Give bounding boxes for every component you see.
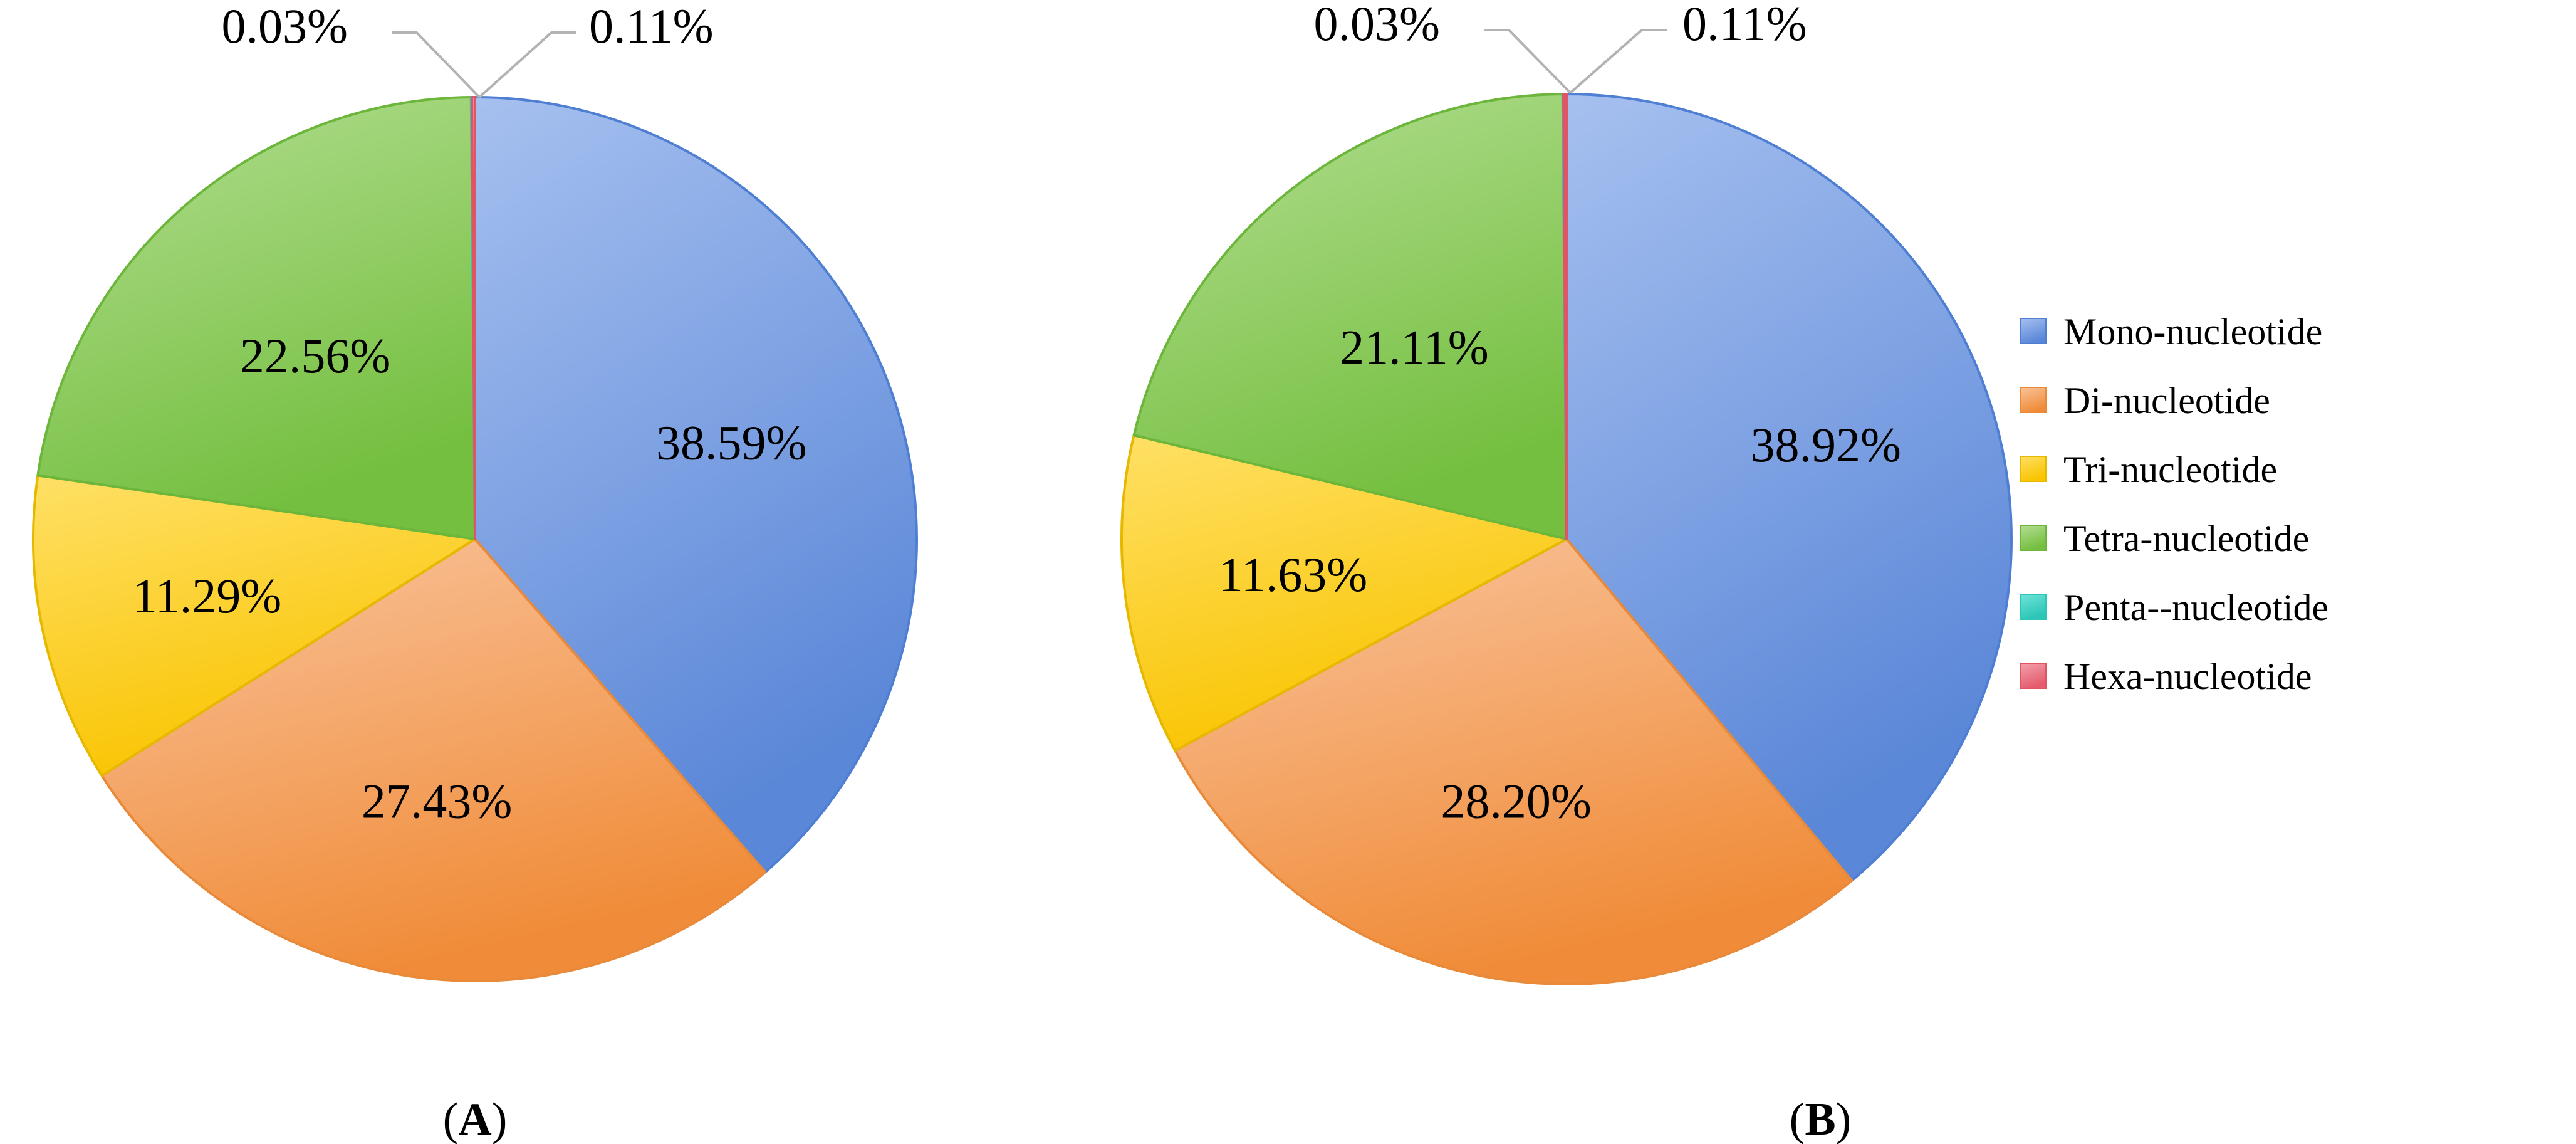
pie-slice-tetra-nucleotide	[36, 96, 476, 540]
data-label-penta-nucleotide: 0.03%	[1314, 0, 1440, 51]
legend: Mono-nucleotide Di-nucleotide Tri-nucleoti…	[2020, 311, 2328, 697]
panel-label-b: (B)	[1790, 1094, 1852, 1144]
legend-label-penta-nucleotide: Penta--nucleotide	[2063, 587, 2328, 628]
data-label-mono-nucleotide: 38.59%	[656, 416, 806, 470]
legend-label-di-nucleotide: Di-nucleotide	[2063, 380, 2270, 421]
data-label-tri-nucleotide: 11.29%	[133, 569, 282, 623]
pie-chart-b: 38.92% 28.20% 11.63% 21.11% 0.03% 0.11%	[1120, 0, 2013, 985]
callout-line-penta-nucleotide	[392, 31, 481, 98]
data-label-hexa-nucleotide: 0.11%	[1682, 0, 1807, 51]
pie-slice-tetra-nucleotide	[1132, 93, 1568, 540]
legend-swatch-di-nucleotide	[2020, 387, 2047, 413]
data-label-tetra-nucleotide: 22.56%	[240, 328, 390, 383]
legend-swatch-penta-nucleotide	[2020, 594, 2047, 620]
legend-item-tetra-nucleotide: Tetra-nucleotide	[2020, 518, 2309, 559]
legend-item-mono-nucleotide: Mono-nucleotide	[2020, 311, 2322, 352]
pie-slice-di-nucleotide	[1174, 538, 1854, 985]
data-label-penta-nucleotide: 0.03%	[222, 0, 348, 53]
legend-item-di-nucleotide: Di-nucleotide	[2020, 380, 2270, 421]
pie-slice-hexa-nucleotide	[1562, 93, 1568, 540]
data-label-di-nucleotide: 28.20%	[1441, 774, 1591, 828]
legend-label-hexa-nucleotide: Hexa-nucleotide	[2063, 656, 2312, 697]
callout-line-penta-nucleotide	[1484, 29, 1572, 94]
pie-slice-di-nucleotide	[100, 538, 767, 982]
legend-item-penta-nucleotide: Penta--nucleotide	[2020, 587, 2328, 628]
callout-line-hexa-nucleotide	[1569, 29, 1667, 94]
legend-swatch-tetra-nucleotide	[2020, 525, 2047, 551]
pie-slice-tri-nucleotide	[32, 474, 476, 777]
legend-item-tri-nucleotide: Tri-nucleotide	[2020, 449, 2277, 490]
pie-slice-mono-nucleotide	[1565, 93, 2013, 882]
pie-slice-hexa-nucleotide	[471, 96, 476, 540]
legend-swatch-hexa-nucleotide	[2020, 663, 2047, 689]
panel-label-a: (A)	[443, 1094, 508, 1144]
legend-label-tetra-nucleotide: Tetra-nucleotide	[2063, 518, 2309, 559]
data-label-di-nucleotide: 27.43%	[362, 774, 512, 829]
legend-swatch-tri-nucleotide	[2020, 456, 2047, 482]
data-label-hexa-nucleotide: 0.11%	[589, 0, 714, 53]
pie-chart-a: 38.59% 27.43% 11.29% 22.56% 0.03% 0.11%	[32, 0, 918, 982]
legend-label-tri-nucleotide: Tri-nucleotide	[2063, 449, 2277, 490]
data-label-tri-nucleotide: 11.63%	[1219, 547, 1368, 602]
legend-item-hexa-nucleotide: Hexa-nucleotide	[2020, 656, 2312, 697]
legend-label-mono-nucleotide: Mono-nucleotide	[2063, 311, 2322, 352]
data-label-tetra-nucleotide: 21.11%	[1340, 320, 1489, 374]
data-label-mono-nucleotide: 38.92%	[1751, 417, 1901, 472]
pie-slice-tri-nucleotide	[1120, 434, 1568, 752]
callout-line-hexa-nucleotide	[478, 31, 576, 98]
legend-swatch-mono-nucleotide	[2020, 318, 2047, 344]
pie-slice-mono-nucleotide	[474, 96, 918, 874]
